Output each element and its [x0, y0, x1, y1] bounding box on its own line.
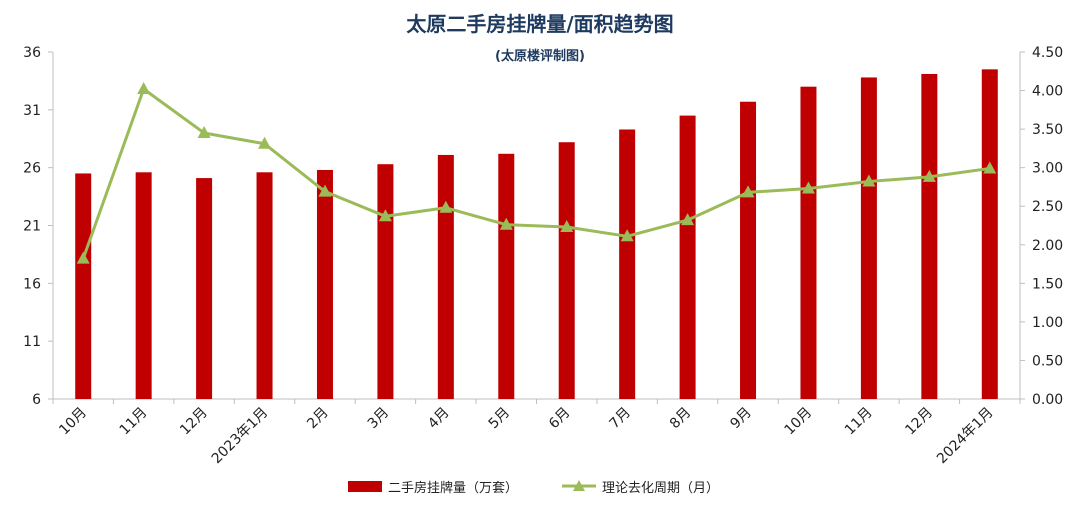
- bar-listings: [437, 154, 454, 399]
- x-axis-tick-label: 2023年1月: [209, 405, 272, 468]
- point-cycle: [76, 251, 90, 264]
- bar-listings: [860, 77, 877, 400]
- right-axis-tick-label: 4.50: [1032, 45, 1063, 61]
- right-axis-tick-label: 2.00: [1032, 238, 1063, 254]
- point-cycle: [137, 82, 151, 95]
- point-cycle: [922, 169, 936, 182]
- right-axis-tick-label: 0.00: [1032, 392, 1063, 408]
- bar-listings: [75, 173, 92, 399]
- legend-label-cycle: 理论去化周期（月）: [602, 480, 720, 496]
- right-axis-tick-label: 1.50: [1032, 276, 1063, 292]
- right-axis-tick-label: 0.50: [1032, 353, 1063, 369]
- x-axis-tick-label: 2024年1月: [934, 405, 997, 468]
- bar-listings: [981, 69, 998, 399]
- point-cycle: [741, 185, 755, 198]
- x-axis-tick-label: 3月: [365, 405, 393, 433]
- point-cycle: [620, 229, 634, 242]
- right-axis-tick-label: 2.50: [1032, 199, 1063, 215]
- x-axis-tick-label: 6月: [546, 405, 574, 433]
- left-axis-tick-label: 21: [23, 219, 41, 235]
- left-axis-tick-label: 31: [23, 103, 41, 119]
- legend-line-swatch: [562, 480, 596, 491]
- bar-listings: [377, 164, 394, 399]
- bar-listings: [316, 169, 333, 399]
- line-cycle: [81, 87, 990, 260]
- right-axis-tick-label: 3.50: [1032, 122, 1063, 138]
- point-cycle: [197, 125, 211, 138]
- bar-listings: [558, 142, 575, 399]
- bar-listings: [740, 101, 757, 399]
- point-cycle: [439, 200, 453, 213]
- bar-listings: [498, 153, 515, 399]
- left-axis-tick-label: 36: [23, 45, 41, 61]
- x-axis-tick-label: 11月: [117, 405, 151, 439]
- bar-listings: [800, 86, 817, 399]
- right-axis-tick-label: 3.00: [1032, 161, 1063, 177]
- point-cycle: [318, 184, 332, 197]
- x-axis-tick-label: 5月: [486, 405, 514, 433]
- left-axis-tick-label: 6: [32, 392, 41, 408]
- legend-item-listings: 二手房挂牌量（万套）: [348, 476, 518, 496]
- point-cycle: [681, 213, 695, 226]
- point-cycle: [801, 181, 815, 194]
- chart-title: 太原二手房挂牌量/面积趋势图: [406, 12, 674, 36]
- x-axis-tick-label: 2月: [304, 405, 332, 433]
- bar-listings: [921, 73, 938, 399]
- x-axis-tick-label: 12月: [902, 405, 936, 439]
- x-axis-tick-label: 10月: [56, 405, 90, 439]
- left-axis-tick-label: 16: [23, 276, 41, 292]
- x-axis-tick-label: 10月: [781, 405, 815, 439]
- left-axis-tick-label: 11: [23, 334, 41, 350]
- chart-subtitle: (太原楼评制图): [495, 49, 585, 64]
- point-cycle: [378, 209, 392, 222]
- left-axis-tick-label: 26: [23, 161, 41, 177]
- x-axis-tick-label: 12月: [177, 405, 211, 439]
- x-axis-tick-label: 4月: [425, 405, 453, 433]
- legend-item-cycle: 理论去化周期（月）: [562, 476, 719, 496]
- legend-bar-swatch: [348, 480, 382, 492]
- bar-listings: [196, 178, 213, 399]
- right-axis-tick-label: 1.00: [1032, 315, 1063, 331]
- x-axis-tick-label: 8月: [667, 405, 695, 433]
- point-cycle: [983, 161, 997, 174]
- bar-listings: [619, 129, 636, 399]
- point-cycle: [862, 174, 876, 187]
- right-axis-tick-label: 4.00: [1032, 84, 1063, 100]
- point-cycle: [560, 220, 574, 233]
- bar-listings: [135, 172, 152, 399]
- x-axis-tick-label: 7月: [606, 405, 634, 433]
- x-axis-tick-label: 9月: [727, 405, 755, 433]
- bar-listings: [679, 115, 696, 399]
- point-cycle: [499, 217, 513, 230]
- bar-listings: [256, 172, 273, 399]
- x-axis-tick-label: 11月: [842, 405, 876, 439]
- point-cycle: [258, 136, 272, 149]
- legend-label-listings: 二手房挂牌量（万套）: [388, 480, 519, 496]
